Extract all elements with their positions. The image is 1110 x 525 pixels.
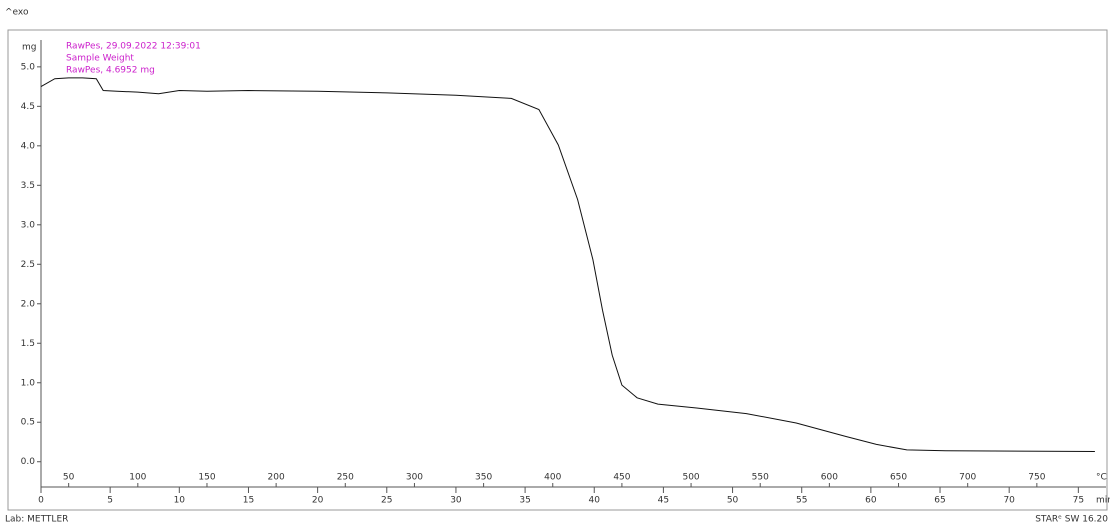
x-tick-label: 65 bbox=[934, 496, 945, 506]
y-tick-label: 1.5 bbox=[21, 339, 35, 349]
x2-tick-label: 400 bbox=[544, 473, 561, 483]
x-tick-label: 20 bbox=[312, 496, 324, 506]
x-tick-label: 15 bbox=[243, 496, 254, 506]
x-tick-label: 50 bbox=[727, 496, 739, 506]
x2-tick-label: 700 bbox=[959, 473, 976, 483]
y-tick-label: 1.0 bbox=[21, 378, 36, 388]
annotation: RawPes, 29.09.2022 12:39:01 bbox=[66, 42, 201, 52]
y-tick-label: 4.0 bbox=[21, 141, 36, 151]
x2-tick-label: 200 bbox=[268, 473, 285, 483]
x2-tick-label: 550 bbox=[752, 473, 769, 483]
x-tick-label: 40 bbox=[589, 496, 601, 506]
x2-tick-label: 350 bbox=[475, 473, 492, 483]
footer-right: STARᵉ SW 16.20 bbox=[1035, 515, 1108, 525]
footer-left: Lab: METTLER bbox=[5, 515, 68, 525]
y-tick-label: 0.5 bbox=[21, 418, 35, 428]
x-tick-label: 0 bbox=[38, 496, 44, 506]
x-tick-label: 5 bbox=[107, 496, 113, 506]
page: {"header":"^exo","footer_left":"Lab: MET… bbox=[0, 0, 1110, 525]
x2-tick-label: 500 bbox=[682, 473, 699, 483]
x2-axis-label: °C bbox=[1096, 473, 1107, 483]
y-tick-label: 3.5 bbox=[21, 181, 35, 191]
y-tick-label: 4.5 bbox=[21, 102, 35, 112]
y-tick-label: 5.0 bbox=[21, 62, 36, 72]
x2-tick-label: 300 bbox=[406, 473, 423, 483]
annotation: Sample Weight bbox=[66, 54, 134, 64]
x2-tick-label: 450 bbox=[613, 473, 630, 483]
y-tick-label: 2.5 bbox=[21, 260, 35, 270]
x2-tick-label: 250 bbox=[337, 473, 354, 483]
x-tick-label: 70 bbox=[1003, 496, 1015, 506]
x2-tick-label: 150 bbox=[198, 473, 215, 483]
x-tick-label: 55 bbox=[796, 496, 807, 506]
x-tick-label: 25 bbox=[381, 496, 392, 506]
x2-tick-label: 50 bbox=[63, 473, 75, 483]
plot-frame bbox=[8, 30, 1107, 510]
y-tick-label: 0.0 bbox=[21, 457, 36, 467]
x-tick-label: 10 bbox=[174, 496, 186, 506]
x-tick-label: 60 bbox=[865, 496, 877, 506]
chart: ^exo mg min °C RawPes, 29.09.2022 12:39:… bbox=[0, 0, 1110, 525]
x2-tick-label: 650 bbox=[890, 473, 907, 483]
header: ^exo bbox=[5, 8, 29, 18]
annotation: RawPes, 4.6952 mg bbox=[66, 66, 155, 76]
x2-tick-label: 750 bbox=[1028, 473, 1045, 483]
x-tick-label: 35 bbox=[519, 496, 530, 506]
x-tick-label: 45 bbox=[658, 496, 669, 506]
x2-tick-label: 100 bbox=[129, 473, 146, 483]
x-tick-label: 30 bbox=[450, 496, 462, 506]
x-tick-label: 75 bbox=[1073, 496, 1084, 506]
y-axis-label: mg bbox=[22, 43, 36, 53]
y-tick-label: 2.0 bbox=[21, 299, 36, 309]
x2-tick-label: 600 bbox=[821, 473, 838, 483]
y-tick-label: 3.0 bbox=[21, 220, 36, 230]
data-line bbox=[41, 78, 1095, 452]
x-axis-label: min bbox=[1096, 496, 1110, 506]
